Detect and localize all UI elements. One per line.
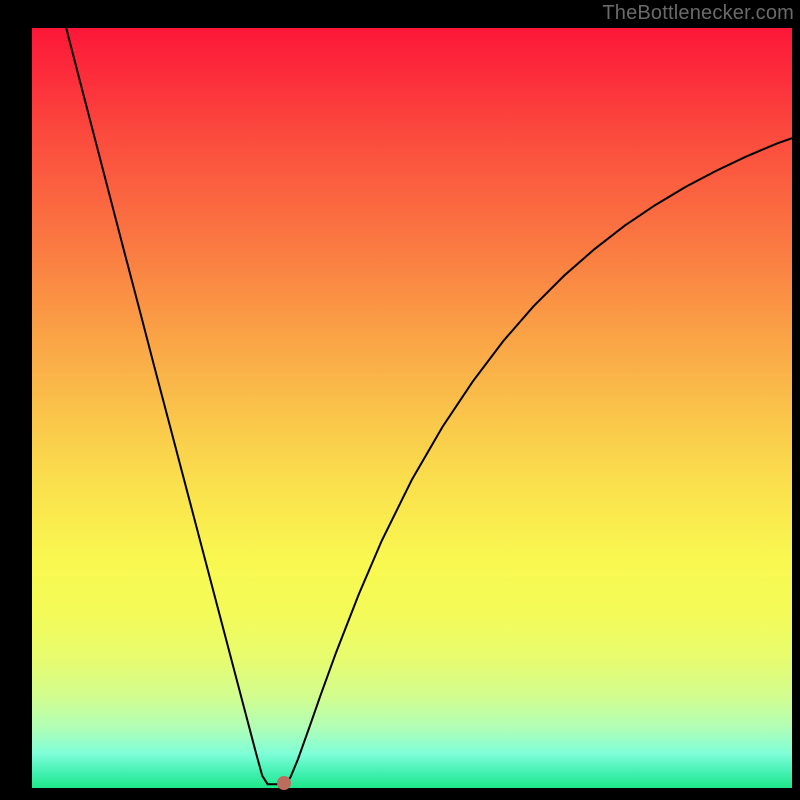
background-gradient [32,28,792,788]
watermark-text: TheBottlenecker.com [602,2,794,25]
chart-root: TheBottlenecker.com [0,0,800,800]
plot-area [32,28,792,788]
optimal-marker [277,776,291,790]
